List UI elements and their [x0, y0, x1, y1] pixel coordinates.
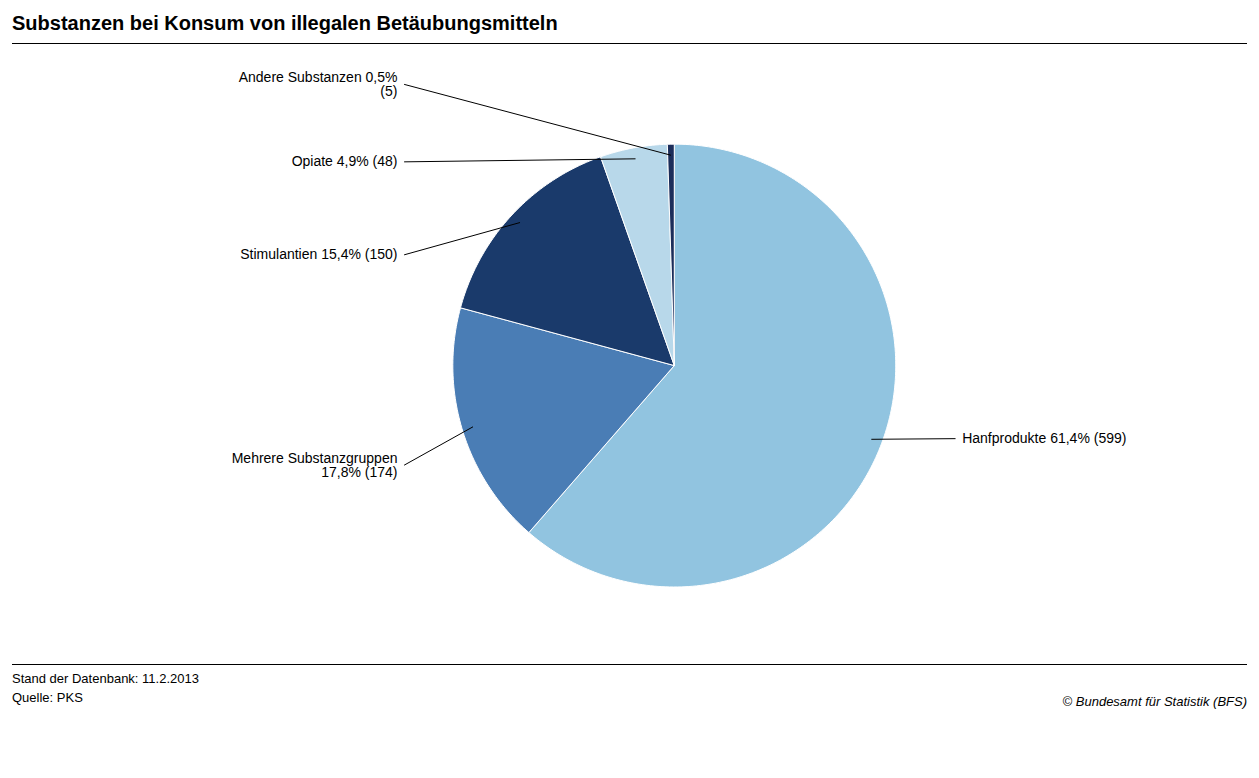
- html-text:Quelle: PKS: Quelle: PKS: [12, 690, 83, 705]
- svg-text:Andere Substanzen 0,5%(5): Andere Substanzen 0,5%(5): [239, 69, 398, 99]
- svg-text:Mehrere Substanzgruppen17,8% (: Mehrere Substanzgruppen17,8% (174): [232, 450, 398, 480]
- html-text:Substanzen bei Konsum von ille: Substanzen bei Konsum von illegalen Betä…: [12, 12, 558, 34]
- svg-text:Stimulantien 15,4% (150): Stimulantien 15,4% (150): [240, 246, 397, 262]
- svg-text:Opiate 4,9% (48): Opiate 4,9% (48): [292, 153, 398, 169]
- html-text:© Bundesamt für Statistik (BFS: © Bundesamt für Statistik (BFS): [1062, 694, 1247, 709]
- svg-text:Hanfprodukte 61,4% (599): Hanfprodukte 61,4% (599): [962, 430, 1126, 446]
- html-text:Stand der Datenbank: 11.2.2013: Stand der Datenbank: 11.2.2013: [12, 671, 199, 686]
